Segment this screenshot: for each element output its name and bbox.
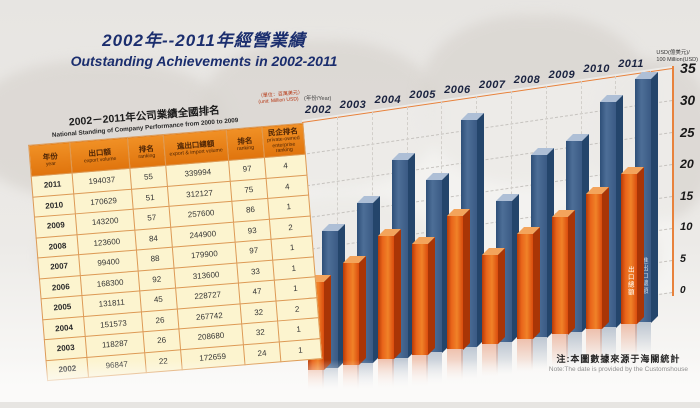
table-cell: 26: [143, 328, 181, 353]
poster-title: 2002年--2011年經營業績 Outstanding Achievement…: [58, 26, 350, 69]
bar-export-2004: [377, 229, 401, 398]
x-axis-year-label: 2009: [548, 68, 576, 81]
bar-reflection: [635, 322, 652, 361]
bar-reflection: [586, 329, 603, 368]
bar-side-face: [393, 229, 401, 360]
y-tick-label: 20: [680, 157, 694, 171]
y-tick-label: 35: [680, 61, 696, 77]
bar-side-face: [637, 167, 645, 325]
bar-front-face: [447, 215, 464, 350]
bar-side-face: [532, 227, 540, 340]
bar-side-face: [324, 274, 331, 370]
source-note: 注:本圖數據來源于海關統計 Note:The date is provided …: [549, 352, 688, 373]
x-axis-year-label: 2011: [618, 58, 644, 71]
bar-side-face: [358, 256, 366, 365]
y-tick-label: 25: [680, 125, 695, 140]
y-tick-label: 5: [680, 253, 686, 265]
y-axis-line: [672, 66, 674, 296]
table-cell: 32: [240, 300, 278, 324]
bar-side-face: [651, 71, 659, 323]
bar-reflection: [600, 327, 617, 366]
y-axis-unit-label: USD(億美元)/ 100 Million(USD): [656, 50, 698, 64]
x-axis-year-label: 2002: [305, 103, 332, 116]
table-cell: 1: [278, 338, 322, 362]
x-axis-title: (年份/Year): [304, 95, 332, 102]
performance-table: 年份 year 出口額 export volume 排名 ranking 進出口總額 expo…: [28, 123, 322, 381]
table-unit-note: （單位：百萬美元） (unit: Million USD): [258, 90, 304, 106]
x-axis-year-label: 2003: [339, 98, 367, 111]
floor-fade: [0, 360, 700, 402]
column-header-2: 排名 ranking: [127, 134, 166, 169]
bar-series-label: 出口總額: [626, 266, 634, 297]
table-cell: 57: [133, 206, 171, 230]
bar-export-2010: [586, 186, 610, 368]
table-body: 2011 194037 55 339994 97 4 2010 170629 51 312127 7…: [31, 154, 322, 381]
bar-export-2003: [342, 256, 366, 403]
table-cell: 32: [241, 320, 279, 345]
x-axis-year-label: 2010: [583, 63, 610, 76]
y-tick-label: 30: [680, 93, 696, 108]
table-cell: 51: [131, 185, 169, 210]
bar-side-face: [602, 186, 610, 330]
table-cell: 92: [138, 267, 176, 291]
y-axis-unit-line2: 100 Million(USD): [656, 57, 698, 64]
bar-side-face: [463, 208, 471, 350]
table-cell: 75: [230, 177, 268, 202]
table-cell: 97: [228, 157, 266, 181]
table-cell: 86: [231, 198, 270, 222]
bar-side-face: [428, 237, 436, 355]
ranking-table: （單位：百萬美元） (unit: Million USD) 2002－2011年…: [26, 90, 322, 381]
column-header-en: private-owned enterprise ranking: [266, 135, 300, 155]
y-tick-label: 15: [680, 189, 694, 203]
table-cell: 93: [233, 218, 271, 243]
y-tick-label: 10: [680, 221, 693, 233]
table-cell: 47: [238, 280, 276, 304]
bar-front-face: [621, 174, 638, 325]
column-header-1: 出口額 export volume: [69, 137, 130, 173]
x-axis-year-label: 2007: [479, 78, 506, 91]
y-tick-label: 0: [680, 285, 686, 296]
bar-reflection: [621, 324, 638, 363]
bar-export-2006: [447, 208, 471, 388]
bar-export-2009: [551, 209, 575, 373]
column-header-5: 民企排名 private-owned enterprise ranking: [261, 123, 306, 158]
x-axis-year-label: 2008: [513, 73, 541, 86]
title-english: Outstanding Achievements in 2002-2011: [70, 53, 338, 69]
source-note-english: Note:The date is provided by the Customs…: [548, 366, 688, 373]
table-cell: 97: [235, 239, 273, 263]
bar-front-face: [516, 234, 533, 340]
bar-export-2005: [412, 237, 436, 393]
bar-export-2011: 出口總額: [621, 167, 645, 363]
bar-side-face: [567, 209, 575, 335]
title-chinese: 2002年--2011年經營業績: [102, 31, 306, 50]
x-axis-year-label: 2005: [409, 88, 436, 101]
bar-front-face: [342, 263, 359, 365]
x-axis-year-label: 2006: [444, 83, 471, 96]
bar-front-face: [586, 193, 603, 330]
y-axis-unit-line1: USD(億美元)/: [656, 50, 690, 56]
source-note-chinese: 注:本圖數據來源于海關統計: [556, 354, 681, 364]
table-cell: 88: [136, 247, 174, 271]
x-axis-year-label: 2004: [374, 93, 402, 106]
bar-export-2008: [516, 227, 540, 378]
column-header-0: 年份 year: [28, 142, 73, 177]
table-cell: 84: [134, 226, 173, 251]
bar-front-face: [551, 216, 568, 335]
table-cell: 55: [129, 165, 168, 189]
column-header-4: 排名 ranking: [226, 126, 265, 161]
bar-side-face: [498, 248, 505, 345]
table-cell: 26: [141, 308, 179, 332]
column-header-3: 進出口總額 export & import volume: [163, 129, 229, 166]
bar-front-face: [412, 244, 429, 355]
bar-front-face: [377, 236, 394, 360]
bar-front-face: [482, 255, 498, 345]
table-cell: 45: [139, 288, 178, 312]
bar-export-2007: [482, 248, 505, 383]
